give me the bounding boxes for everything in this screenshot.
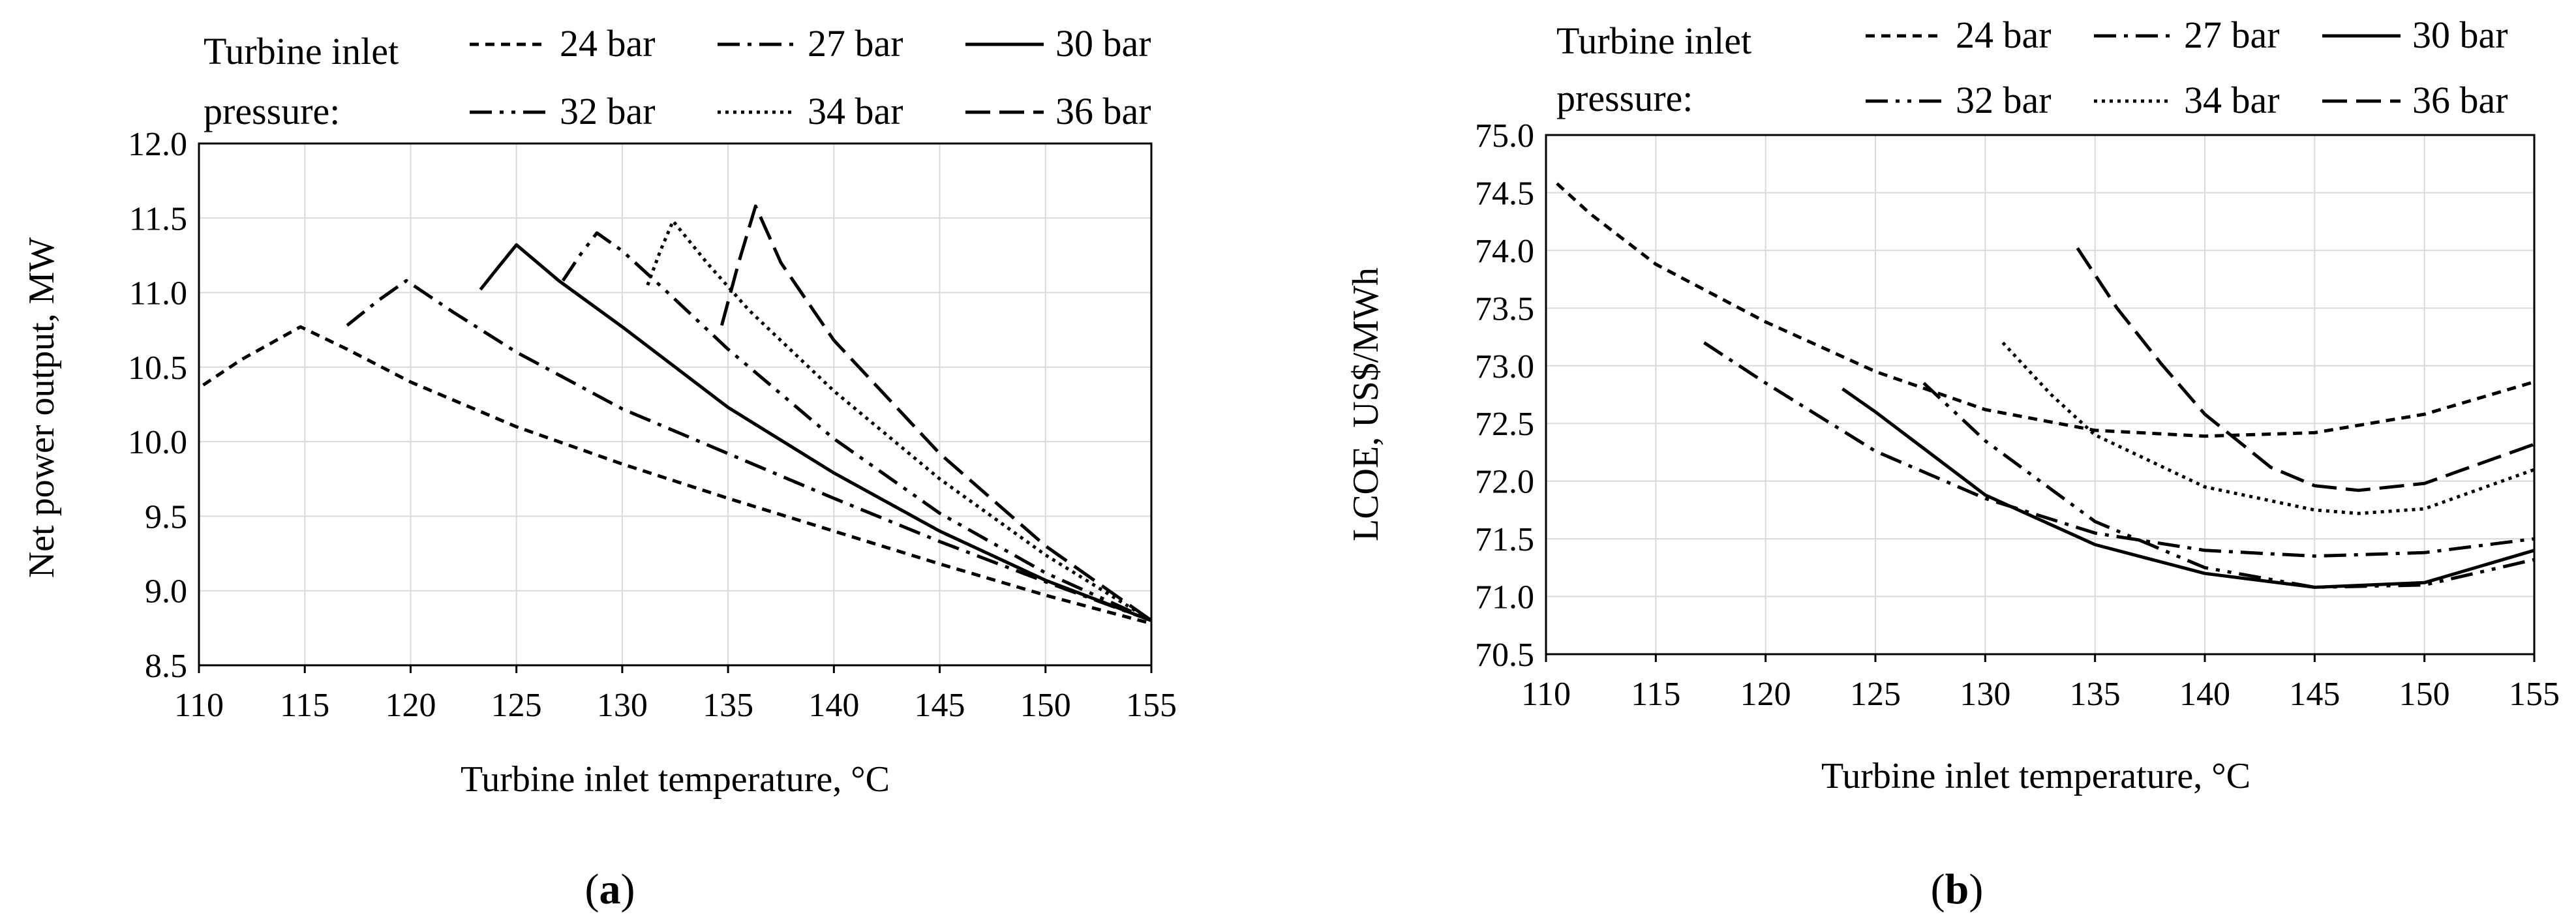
panel-b-legend: 24 bar 27 bar 30 bar 32 bar 34 bar 36 bar	[1866, 14, 2508, 121]
panel-a-y-tick-label: 11.5	[129, 200, 187, 237]
panel-b-x-axis-label: Turbine inlet temperature, °C	[1821, 756, 2250, 796]
panel-b-legend-title-line2: pressure:	[1556, 77, 1693, 119]
panel-b-label: (b)	[1931, 866, 1984, 913]
panel-b-series-32-bar	[1922, 382, 2535, 589]
panel-b-plot-frame	[1545, 134, 2536, 655]
panel-b-x-tick-label: 115	[1631, 676, 1680, 713]
panel-b-x-tick-label: 155	[2509, 676, 2560, 713]
panel-b-x-tick-label: 140	[2179, 676, 2230, 713]
panel-b-series-27-bar	[1703, 341, 2535, 558]
panel-a-series-27-bar	[346, 279, 1152, 622]
panel-a-legend-label-36-bar: 36 bar	[1055, 90, 1151, 132]
panel-a-y-tick-label: 10.5	[128, 350, 187, 387]
panel-b-legend-label-32-bar: 32 bar	[1956, 79, 2052, 121]
panel-b-series-24-bar	[1556, 182, 2535, 438]
panel-a-ticks: 8.5 9.0 9.5 10.0 10.5 11.0 11.5 12.0 110 115 120 12…	[128, 126, 1177, 724]
panel-a-x-tick-label: 125	[491, 687, 542, 724]
panel-b-x-tick-label: 135	[2070, 676, 2121, 713]
panel-a-series	[202, 204, 1153, 625]
panel-b-letter: b	[1945, 866, 1969, 913]
panel-a-y-axis-label: Net power output, MW	[22, 237, 62, 579]
panel-b-x-tick-label: 110	[1521, 676, 1571, 713]
panel-b-y-axis-label: LCOE, US$/MWh	[1346, 267, 1386, 541]
panel-a-x-tick-label: 110	[174, 687, 224, 724]
panel-a: 8.5 9.0 9.5 10.0 10.5 11.0 11.5 12.0 110 115 120 12…	[22, 22, 1177, 913]
panel-a-y-tick-label: 8.5	[145, 648, 187, 685]
panel-b-y-tick-label: 71.5	[1475, 521, 1534, 558]
panel-b-legend-label-36-bar: 36 bar	[2412, 79, 2508, 121]
panel-b-y-tick-label: 70.5	[1475, 637, 1534, 674]
panel-a-legend-label-32-bar: 32 bar	[560, 90, 656, 132]
panel-b-legend-title-line1: Turbine inlet	[1556, 20, 1751, 62]
panel-a-legend-title-line2: pressure:	[204, 90, 340, 132]
panel-b-series-34-bar	[2001, 341, 2535, 515]
panel-b-x-tick-label: 130	[1960, 676, 2010, 713]
panel-b-x-tick-label: 145	[2289, 676, 2340, 713]
panel-b-y-tick-label: 72.5	[1475, 406, 1534, 443]
panel-a-y-tick-label: 11.0	[129, 275, 187, 312]
panel-a-series-34-bar	[646, 219, 1153, 622]
panel-b-y-tick-label: 73.0	[1475, 348, 1534, 385]
panel-a-series-36-bar	[720, 204, 1153, 622]
panel-b-grid	[1545, 134, 2535, 655]
panel-a-legend-label-30-bar: 30 bar	[1055, 22, 1151, 65]
panel-a-label: (a)	[585, 866, 635, 913]
panel-b-legend-label-34-bar: 34 bar	[2184, 79, 2280, 121]
panel-b: 70.5 71.0 71.5 72.0 72.5 73.0 73.5 74.0 74.5 75.0…	[1346, 14, 2560, 913]
panel-a-legend-label-27-bar: 27 bar	[808, 22, 903, 65]
panel-a-legend: 24 bar 27 bar 30 bar 32 bar 34 bar 36 bar	[470, 22, 1151, 132]
panel-b-legend-label-24-bar: 24 bar	[1956, 14, 2052, 56]
panel-b-y-tick-label: 75.0	[1475, 117, 1534, 155]
panel-b-x-tick-label: 120	[1740, 676, 1791, 713]
panel-a-series-32-bar	[561, 231, 1153, 622]
panel-a-x-tick-label: 155	[1126, 687, 1177, 724]
panel-b-series-36-bar	[2076, 247, 2535, 492]
panel-b-ticks: 70.5 71.0 71.5 72.0 72.5 73.0 73.5 74.0 74.5 75.0…	[1475, 117, 2560, 713]
panel-b-y-tick-label: 74.0	[1475, 233, 1534, 270]
panel-b-series-30-bar	[1841, 387, 2535, 589]
panel-a-x-tick-label: 135	[703, 687, 753, 724]
panel-a-series-24-bar	[202, 325, 1152, 625]
panel-b-x-tick-label: 125	[1850, 676, 1901, 713]
panel-a-x-tick-label: 150	[1020, 687, 1071, 724]
panel-b-legend-label-30-bar: 30 bar	[2412, 14, 2508, 56]
panel-a-x-tick-label: 140	[808, 687, 859, 724]
panel-a-letter: a	[599, 866, 621, 913]
panel-b-legend-label-27-bar: 27 bar	[2184, 14, 2280, 56]
panel-b-y-tick-label: 72.0	[1475, 464, 1534, 501]
panel-b-y-tick-label: 73.5	[1475, 290, 1534, 327]
panel-a-x-tick-label: 130	[597, 687, 648, 724]
panel-a-legend-label-24-bar: 24 bar	[560, 22, 656, 65]
panel-a-x-axis-label: Turbine inlet temperature, °C	[461, 759, 890, 800]
panel-a-y-tick-label: 9.0	[145, 573, 187, 610]
panel-a-legend-label-34-bar: 34 bar	[808, 90, 903, 132]
panel-b-y-tick-label: 74.5	[1475, 175, 1534, 212]
panel-a-legend-title-line1: Turbine inlet	[204, 30, 399, 72]
panel-a-y-tick-label: 9.5	[145, 498, 187, 535]
panel-a-x-tick-label: 115	[280, 687, 329, 724]
panel-b-x-tick-label: 150	[2399, 676, 2450, 713]
panel-a-plot-frame	[198, 142, 1153, 667]
panel-a-x-tick-label: 145	[915, 687, 965, 724]
panel-b-y-tick-label: 71.0	[1475, 579, 1534, 616]
panel-a-y-tick-label: 12.0	[128, 126, 187, 163]
panel-a-y-tick-label: 10.0	[128, 424, 187, 461]
panel-a-x-tick-label: 120	[385, 687, 436, 724]
panel-b-series	[1556, 182, 2535, 589]
panel-a-series-30-bar	[479, 243, 1152, 622]
